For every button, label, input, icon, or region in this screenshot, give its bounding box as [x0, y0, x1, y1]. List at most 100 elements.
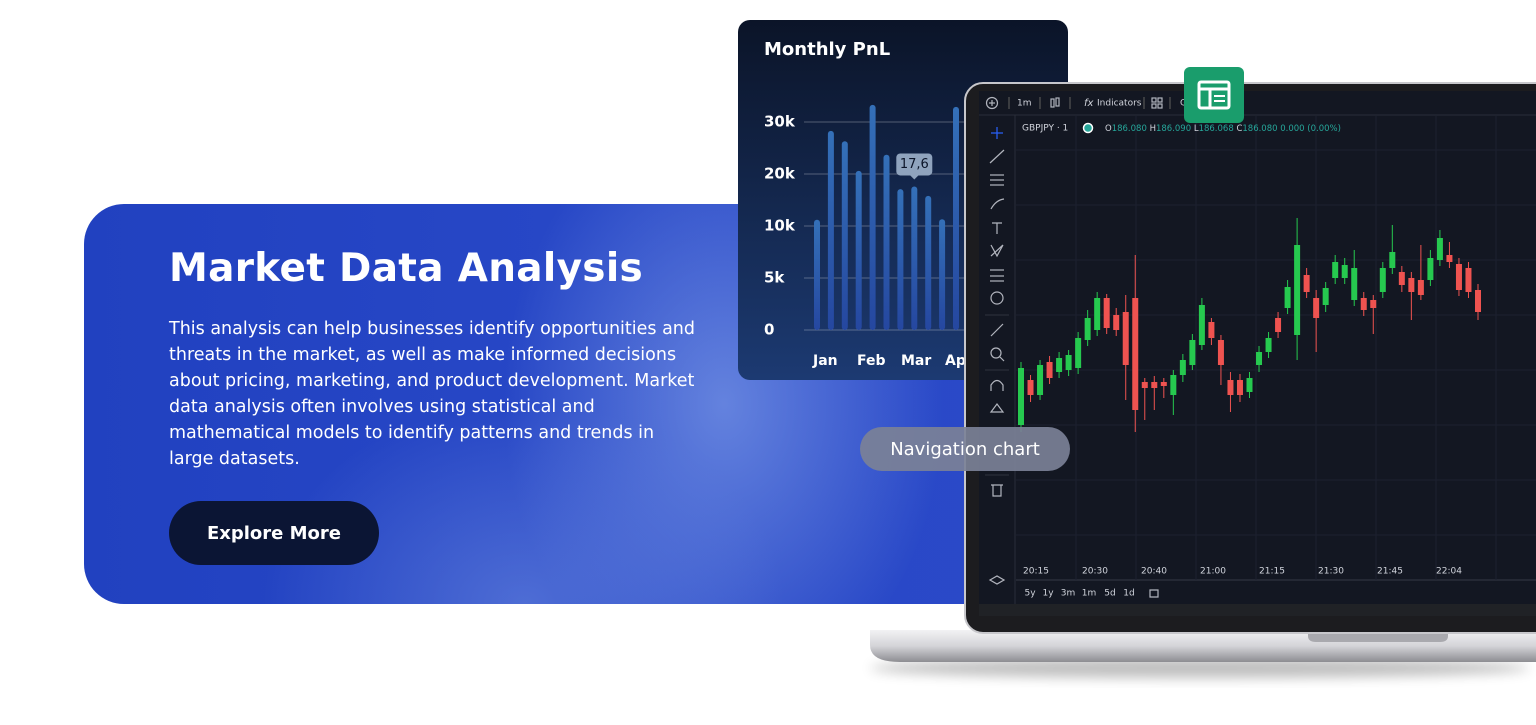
bar — [953, 106, 959, 330]
range-button: 5d — [1104, 589, 1115, 599]
bar — [841, 141, 848, 330]
candle-body — [1275, 318, 1282, 332]
laptop-shadow — [870, 658, 1530, 678]
tooltip-label: 17,6 — [900, 157, 929, 172]
status-dot — [1082, 122, 1094, 134]
time-label: 21:30 — [1318, 567, 1344, 577]
candle-body — [1065, 355, 1072, 370]
candle-body — [1113, 315, 1120, 330]
ohlc-value: 186.090 — [1156, 124, 1191, 134]
candle-body — [1236, 380, 1243, 395]
candle-body — [1465, 268, 1472, 292]
time-label: 21:00 — [1200, 567, 1226, 577]
candle-body — [1455, 264, 1462, 290]
bar — [814, 219, 820, 330]
candle-body — [1141, 382, 1148, 388]
ohlc-value: 186.068 — [1199, 124, 1234, 134]
badge-label: Navigation chart — [890, 439, 1040, 460]
x-tick-label: Feb — [857, 353, 886, 369]
range-button: 1y — [1042, 589, 1054, 599]
candle-body — [1198, 305, 1205, 345]
candle-body — [1122, 312, 1129, 365]
candle-body — [1037, 365, 1044, 395]
candle-body — [1446, 255, 1453, 262]
candle-body — [1103, 298, 1110, 328]
candle-body — [1217, 340, 1224, 365]
bar — [925, 195, 932, 330]
toolbar-item: 1m — [1017, 99, 1032, 109]
candle-body — [1351, 268, 1358, 300]
time-label: 21:15 — [1259, 567, 1285, 577]
candle-body — [1294, 245, 1301, 335]
candle-body — [1475, 290, 1481, 312]
candle-body — [1256, 352, 1263, 365]
x-tick-label: Jan — [812, 353, 838, 369]
ohlc-change: 0.000 (0.00%) — [1280, 124, 1341, 134]
tooltip-arrow — [910, 175, 919, 180]
tool-icons — [985, 96, 1171, 598]
candle-body — [1417, 280, 1424, 295]
bar — [855, 170, 862, 330]
ohlc-key: O — [1105, 124, 1112, 134]
hero-paragraph: This analysis can help businesses identi… — [169, 319, 695, 469]
toolbar-item: Indicators — [1097, 99, 1142, 109]
candle-body — [1284, 287, 1291, 308]
candle-body — [1084, 318, 1091, 340]
candle-body — [1303, 275, 1310, 292]
candle-body — [1370, 300, 1377, 308]
ohlc-value: 186.080 — [1112, 124, 1147, 134]
ohlc-value: 186.080 — [1242, 124, 1277, 134]
ohlc-key: L — [1194, 124, 1199, 134]
fx-icon: fx — [1084, 98, 1094, 109]
y-tick-label: 30k — [764, 113, 796, 131]
candle-body — [1265, 338, 1272, 352]
y-tick-label: 5k — [764, 269, 785, 287]
candle-body — [1398, 272, 1405, 285]
candle-body — [1094, 298, 1101, 330]
range-button: 1m — [1082, 589, 1097, 599]
bar — [869, 104, 876, 330]
candle-body — [1189, 340, 1196, 365]
bar — [827, 130, 834, 330]
time-label: 22:04 — [1436, 567, 1462, 577]
candle-body — [1379, 268, 1386, 292]
time-label: 20:30 — [1082, 567, 1108, 577]
candle-body — [1160, 382, 1167, 386]
candle-body — [1341, 265, 1348, 278]
tooltip-box — [896, 153, 933, 176]
candle-body — [1132, 298, 1139, 410]
bar — [911, 186, 918, 330]
explore-button[interactable]: Explore More — [169, 501, 379, 565]
candle-body — [1208, 322, 1215, 338]
overlay: Navigation chart — [860, 67, 1244, 471]
candle-body — [1170, 375, 1177, 395]
candle-body — [1018, 368, 1024, 425]
time-label: 21:45 — [1377, 567, 1403, 577]
candle-body — [1246, 378, 1253, 392]
y-tick-label: 20k — [764, 165, 796, 183]
candle-body — [1227, 380, 1234, 395]
x-tick-label: Mar — [901, 353, 931, 369]
candle-body — [1322, 288, 1329, 305]
candle-body — [1427, 258, 1434, 280]
ohlc-line: O186.080 H186.090 L186.068 C186.080 0.00… — [1105, 124, 1341, 134]
candle-body — [1075, 338, 1082, 368]
ohlc-key: H — [1150, 124, 1156, 134]
candle-body — [1360, 298, 1367, 310]
ohlc-key: C — [1236, 124, 1242, 134]
sheets-icon-frame — [1197, 80, 1231, 110]
hero-title: Market Data Analysis — [169, 246, 643, 291]
badge-background — [860, 427, 1070, 471]
toolbar-item: G — [1180, 99, 1187, 109]
range-button: 5y — [1024, 589, 1036, 599]
candle-body — [1151, 382, 1158, 388]
symbol: GBPJPY · 1 — [1022, 124, 1068, 134]
time-label: 20:15 — [1023, 567, 1049, 577]
bar — [897, 189, 904, 330]
screen-footer — [979, 604, 1536, 616]
candle-body — [1179, 360, 1186, 375]
y-tick-label: 10k — [764, 217, 796, 235]
candle-body — [1408, 278, 1415, 292]
